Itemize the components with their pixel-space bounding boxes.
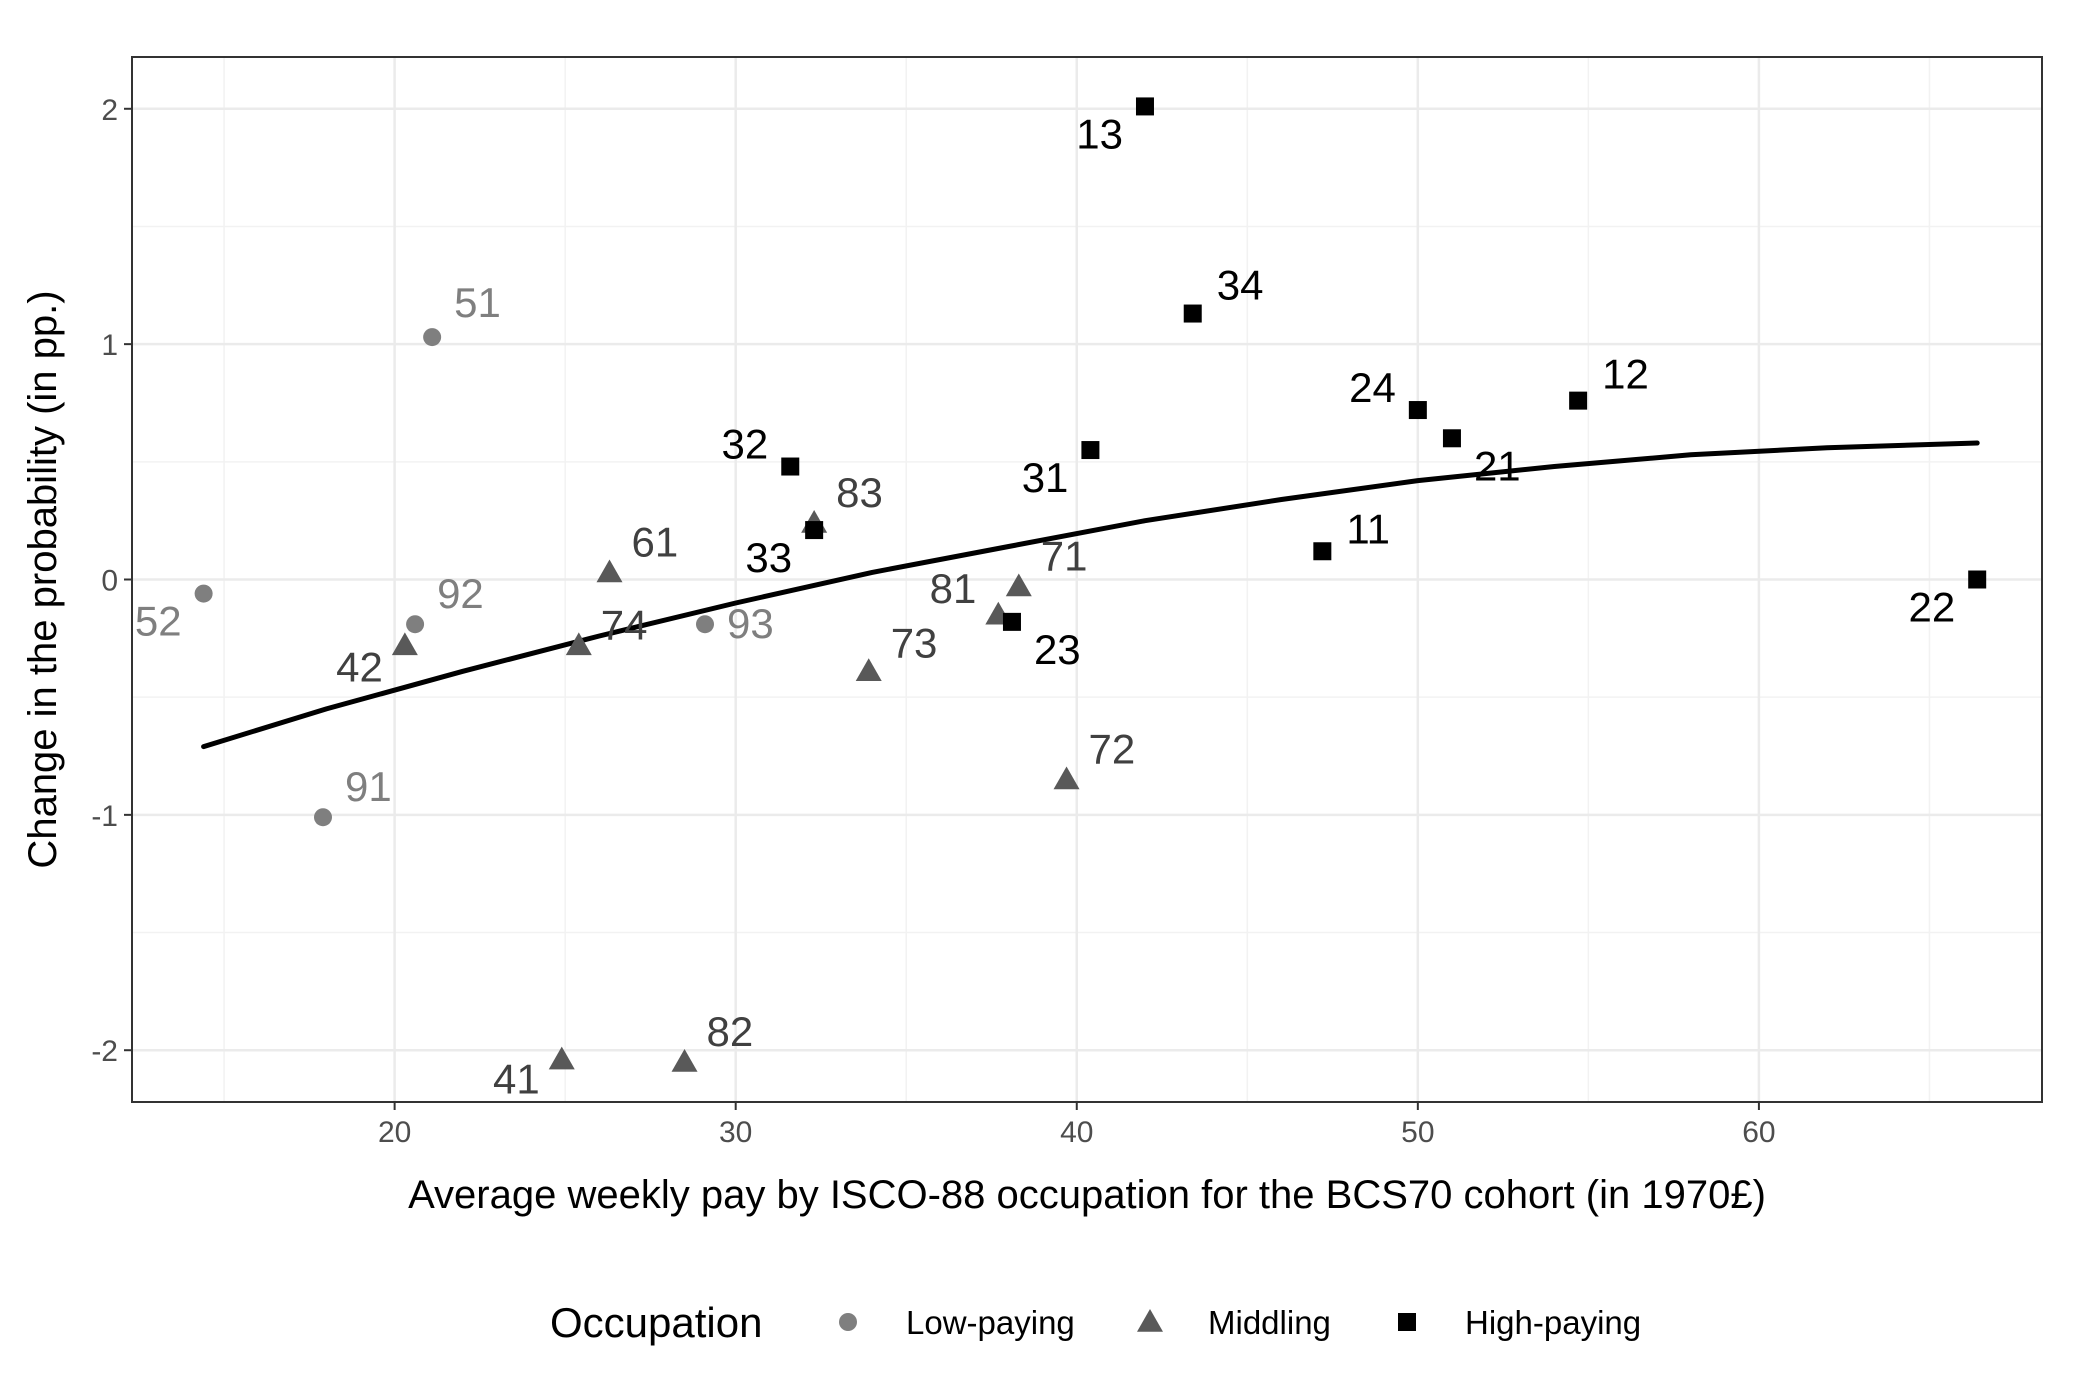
- data-point: [1002, 612, 1021, 631]
- x-axis-title: Average weekly pay by ISCO-88 occupation…: [408, 1173, 1766, 1217]
- point-label: 92: [437, 570, 484, 617]
- point-label: 23: [1034, 626, 1081, 673]
- data-point: [781, 457, 800, 476]
- point-label: 21: [1474, 442, 1521, 489]
- x-tick-label: 30: [719, 1116, 752, 1149]
- point-label: 12: [1602, 351, 1649, 398]
- point-label: 32: [722, 421, 769, 468]
- point-label: 91: [345, 763, 392, 810]
- point-label: 74: [601, 601, 648, 648]
- legend-title: Occupation: [550, 1299, 762, 1346]
- data-point: [671, 1048, 698, 1072]
- point-label: 42: [336, 643, 383, 690]
- legend: Occupation Low-paying Middling High-paying: [550, 1299, 1641, 1346]
- point-label: 22: [1908, 584, 1955, 631]
- point-label: 33: [745, 534, 792, 581]
- data-point: [1183, 304, 1202, 323]
- data-point: [1313, 542, 1332, 561]
- data-point: [855, 658, 882, 682]
- legend-label: Low-paying: [906, 1304, 1075, 1341]
- point-label: 41: [493, 1056, 540, 1103]
- fit-curve: [201, 440, 1980, 750]
- x-tick-label: 40: [1060, 1116, 1093, 1149]
- point-label: 52: [135, 598, 182, 645]
- data-point: [1968, 570, 1987, 589]
- point-label: 71: [1041, 533, 1088, 580]
- data-point: [1053, 766, 1080, 790]
- data-point: [1408, 401, 1427, 420]
- point-label: 34: [1217, 262, 1264, 309]
- point-label: 31: [1022, 454, 1069, 501]
- point-label: 72: [1089, 726, 1136, 773]
- y-axis-title: Change in the probability (in pp.): [21, 290, 65, 868]
- data-point: [1081, 441, 1100, 460]
- y-tick-label: 1: [101, 329, 118, 362]
- data-point: [696, 615, 714, 634]
- data-point: [406, 615, 425, 634]
- y-tick-label: 0: [101, 565, 118, 598]
- data-point: [1569, 391, 1588, 410]
- point-label: 82: [707, 1008, 754, 1055]
- point-label: 81: [930, 565, 977, 612]
- legend-label: Middling: [1208, 1304, 1331, 1341]
- point-label: 11: [1346, 505, 1390, 552]
- x-tick-label: 50: [1401, 1116, 1434, 1149]
- data-point: [1005, 573, 1032, 597]
- y-tick-label: 2: [101, 94, 118, 127]
- point-label: 93: [727, 600, 774, 647]
- point-label: 61: [632, 518, 679, 565]
- legend-key: [1398, 1313, 1416, 1331]
- y-tick-label: -2: [91, 1035, 118, 1068]
- data-point: [805, 521, 824, 540]
- point-label: 13: [1076, 110, 1123, 157]
- x-tick-label: 20: [378, 1116, 411, 1149]
- data-point: [314, 808, 332, 827]
- data-points: [194, 97, 1987, 1072]
- grid-lines: [132, 57, 2042, 1102]
- point-label: 83: [836, 469, 883, 516]
- data-point: [391, 632, 418, 656]
- point-labels: 51 52 91 92 93 41 42 61 71 72 73 74 81 82 83 11 12 13 21 22…: [135, 110, 1955, 1102]
- fit-curve-layer: [201, 440, 1980, 750]
- data-point: [548, 1046, 575, 1070]
- y-tick-label: -1: [91, 800, 118, 833]
- point-label: 24: [1349, 364, 1396, 411]
- data-point: [596, 559, 623, 583]
- data-point: [1442, 429, 1461, 448]
- data-point: [194, 584, 213, 603]
- data-point: [1135, 97, 1154, 116]
- legend-key: [839, 1313, 857, 1331]
- data-point: [423, 328, 442, 347]
- legend-label: High-paying: [1465, 1304, 1641, 1341]
- legend-key: [1137, 1309, 1163, 1332]
- point-label: 73: [891, 619, 938, 666]
- point-label: 51: [454, 279, 501, 326]
- x-tick-label: 60: [1742, 1116, 1775, 1149]
- data-point: [565, 632, 592, 656]
